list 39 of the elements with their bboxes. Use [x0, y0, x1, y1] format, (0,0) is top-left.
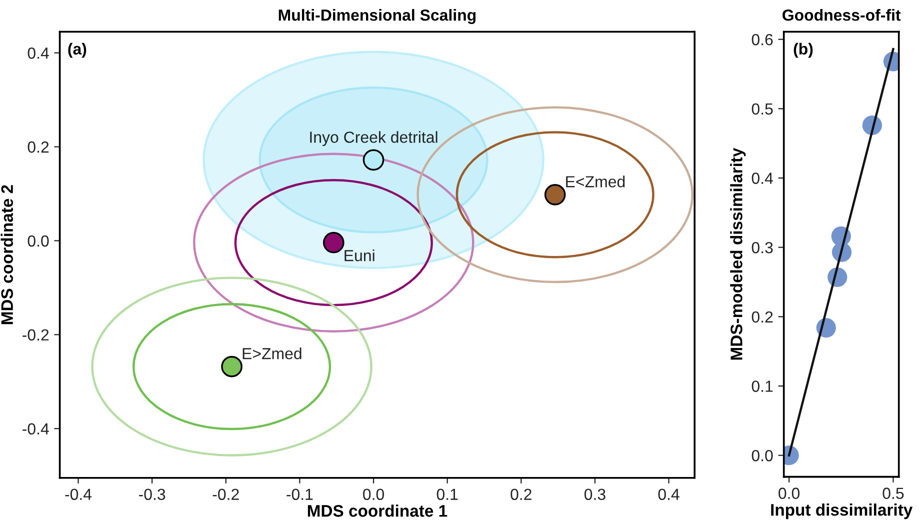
point	[221, 356, 242, 378]
x-tick-label: 0.0	[778, 488, 800, 499]
y-axis-title: MDS-modeled dissimilarity	[730, 148, 746, 360]
x-tick-label: -0.3	[139, 488, 166, 500]
y-tick-label: 0.0	[28, 235, 49, 247]
y-tick-label: 0.5	[752, 103, 773, 115]
x-axis-title: Input dissimilarity	[771, 504, 913, 520]
x-tick-label: -0.4	[65, 488, 92, 500]
point	[544, 184, 566, 206]
series-label: E<Zmed	[566, 176, 625, 188]
y-tick-label: -0.4	[22, 423, 49, 435]
y-tick-label: 0.2	[28, 141, 49, 153]
y-tick-label: 0.0	[752, 450, 773, 462]
annotation: (b)	[794, 42, 813, 58]
x-tick-label: 0.5	[882, 488, 904, 499]
chart-title: Goodness-of-fit	[782, 9, 901, 21]
y-tick-label: 0.4	[752, 172, 773, 184]
series-label: Inyo Creek detrital	[310, 131, 438, 146]
x-tick-label: 0.4	[658, 488, 680, 500]
chart-title: Multi-Dimensional Scaling	[278, 9, 476, 24]
x-tick-label: -0.1	[286, 488, 313, 500]
y-tick-label: 0.1	[752, 380, 773, 392]
point	[362, 149, 384, 171]
series-label: Euni	[344, 250, 374, 262]
x-tick-label: -0.2	[212, 488, 239, 500]
y-tick-label: -0.2	[22, 329, 49, 341]
x-tick-label: 0.2	[510, 488, 532, 500]
x-tick-label: 0.0	[363, 488, 384, 500]
y-tick-label: 0.6	[752, 34, 773, 46]
y-tick-label: 0.2	[752, 311, 773, 323]
annotation: (a)	[68, 42, 86, 58]
x-tick-label: 0.3	[584, 488, 606, 500]
series-label: E>Zmed	[242, 348, 302, 360]
point	[322, 232, 344, 254]
x-tick-label: 0.1	[436, 488, 458, 500]
x-axis-title: MDS coordinate 1	[308, 504, 448, 517]
y-tick-label: 0.4	[28, 47, 49, 59]
y-tick-label: 0.3	[752, 242, 773, 254]
y-axis-title: MDS coordinate 2	[0, 185, 14, 324]
